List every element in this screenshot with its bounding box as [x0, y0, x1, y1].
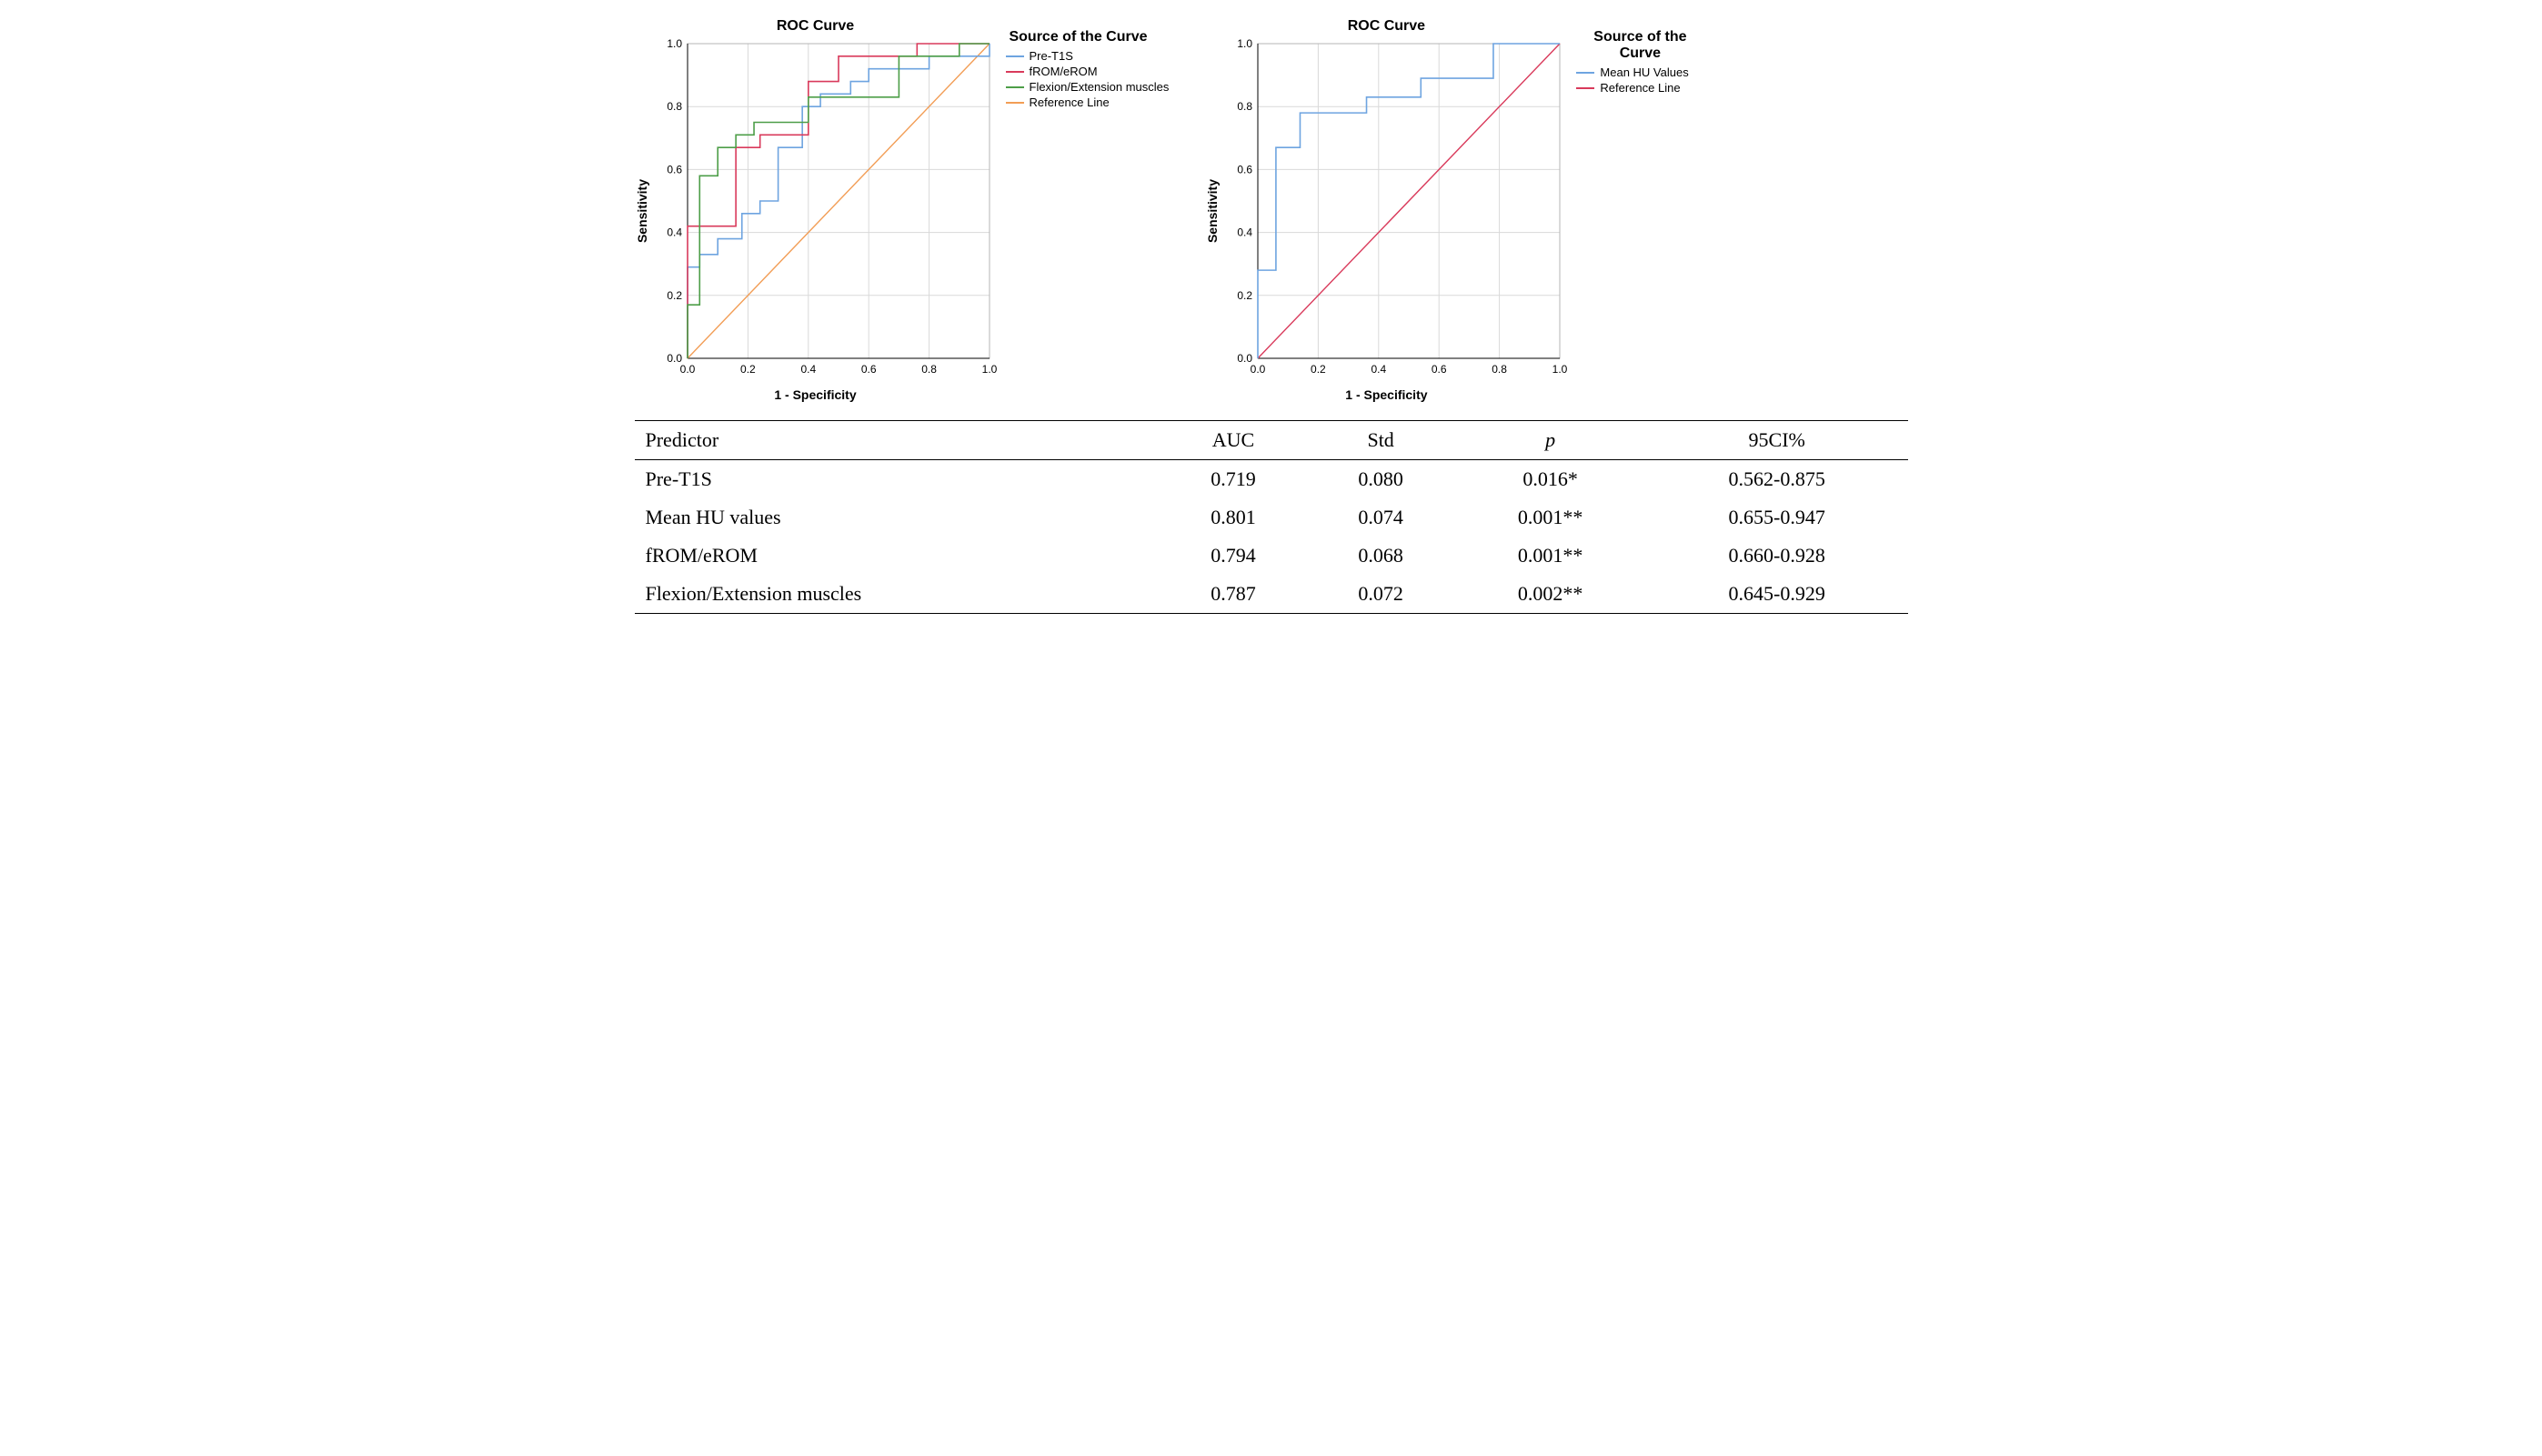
chart1-svg: 0.0 0.2 0.4 0.6 0.8 1.0 0.0 0.2 0.4 0.6 0.8 1.0 — [651, 38, 997, 384]
legend-swatch — [1006, 86, 1024, 88]
svg-text:1.0: 1.0 — [981, 363, 996, 376]
chart2-legend-title: Source of the Curve — [1576, 29, 1703, 62]
table-cell: 0.068 — [1307, 537, 1454, 575]
table-cell: 0.074 — [1307, 498, 1454, 537]
table-cell: Mean HU values — [635, 498, 1160, 537]
table-cell: 0.645-0.929 — [1646, 575, 1908, 614]
svg-text:1.0: 1.0 — [1552, 363, 1567, 376]
svg-text:1.0: 1.0 — [1238, 38, 1253, 50]
legend-swatch — [1006, 71, 1024, 73]
legend-item: Reference Line — [1006, 95, 1170, 109]
table-header-row: PredictorAUCStdp95CI% — [635, 421, 1908, 460]
svg-text:0.6: 0.6 — [1238, 163, 1253, 176]
chart1-ylabel: Sensitivity — [635, 179, 649, 243]
svg-text:0.0: 0.0 — [1238, 352, 1253, 365]
chart2-box: ROC Curve Sensitivity 0.0 0.2 0.4 0.6 0.8 1.0… — [1205, 18, 1567, 402]
chart2-xlabel: 1 - Specificity — [1345, 387, 1427, 402]
legend-label: fROM/eROM — [1030, 65, 1098, 78]
chart2-legend: Source of the Curve Mean HU Values Refere… — [1576, 29, 1703, 96]
svg-text:0.4: 0.4 — [1371, 363, 1387, 376]
legend-item: Mean HU Values — [1576, 65, 1703, 79]
svg-text:0.2: 0.2 — [1238, 289, 1253, 302]
svg-text:0.8: 0.8 — [921, 363, 937, 376]
table-wrap: PredictorAUCStdp95CI% Pre-T1S0.7190.0800… — [635, 420, 1908, 614]
svg-text:0.8: 0.8 — [1238, 100, 1253, 113]
legend-label: Reference Line — [1600, 81, 1680, 95]
table-cell: fROM/eROM — [635, 537, 1160, 575]
svg-text:0.6: 0.6 — [860, 363, 876, 376]
legend-swatch — [1006, 55, 1024, 57]
chart2-ylabel: Sensitivity — [1205, 179, 1220, 243]
svg-text:0.8: 0.8 — [667, 100, 682, 113]
legend-label: Mean HU Values — [1600, 65, 1688, 79]
svg-text:0.2: 0.2 — [667, 289, 682, 302]
table-row: fROM/eROM0.7940.0680.001**0.660-0.928 — [635, 537, 1908, 575]
legend-item: Reference Line — [1576, 81, 1703, 95]
table-cell: 0.016* — [1454, 460, 1646, 499]
table-col-header: p — [1454, 421, 1646, 460]
svg-text:0.2: 0.2 — [740, 363, 756, 376]
table-cell: 0.080 — [1307, 460, 1454, 499]
svg-text:0.4: 0.4 — [667, 226, 682, 239]
table-cell: Pre-T1S — [635, 460, 1160, 499]
chart-row: ROC Curve Sensitivity 0.0 0.2 0.4 0.6 0.8 1.0… — [635, 18, 1908, 402]
table-row: Flexion/Extension muscles0.7870.0720.002… — [635, 575, 1908, 614]
chart2-cell: ROC Curve Sensitivity 0.0 0.2 0.4 0.6 0.8 1.0… — [1205, 18, 1703, 402]
table-cell: 0.001** — [1454, 537, 1646, 575]
legend-item: fROM/eROM — [1006, 65, 1170, 78]
chart1-box: ROC Curve Sensitivity 0.0 0.2 0.4 0.6 0.8 1.0… — [635, 18, 997, 402]
table-body: Pre-T1S0.7190.0800.016*0.562-0.875Mean H… — [635, 460, 1908, 614]
legend-item: Flexion/Extension muscles — [1006, 80, 1170, 94]
legend-swatch — [1006, 102, 1024, 104]
svg-text:0.4: 0.4 — [1238, 226, 1253, 239]
table-cell: Flexion/Extension muscles — [635, 575, 1160, 614]
svg-text:0.4: 0.4 — [800, 363, 816, 376]
table-cell: 0.002** — [1454, 575, 1646, 614]
table-cell: 0.655-0.947 — [1646, 498, 1908, 537]
chart2-svg: 0.0 0.2 0.4 0.6 0.8 1.0 0.0 0.2 0.4 0.6 0.8 1.0 — [1221, 38, 1567, 384]
table-col-header: Predictor — [635, 421, 1160, 460]
table-cell: 0.801 — [1160, 498, 1307, 537]
chart1-xlabel: 1 - Specificity — [774, 387, 856, 402]
table-col-header: 95CI% — [1646, 421, 1908, 460]
table-col-header: AUC — [1160, 421, 1307, 460]
table-cell: 0.001** — [1454, 498, 1646, 537]
chart2-plot-wrap: Sensitivity 0.00.20.40.60.81.00.00.20.40… — [1205, 38, 1567, 384]
table-row: Pre-T1S0.7190.0800.016*0.562-0.875 — [635, 460, 1908, 499]
svg-text:0.6: 0.6 — [667, 163, 682, 176]
svg-text:0.6: 0.6 — [1432, 363, 1447, 376]
svg-text:0.0: 0.0 — [1251, 363, 1266, 376]
svg-text:0.2: 0.2 — [1311, 363, 1326, 376]
chart1-title: ROC Curve — [777, 18, 854, 35]
table-col-header: Std — [1307, 421, 1454, 460]
table-cell: 0.072 — [1307, 575, 1454, 614]
table-cell: 0.562-0.875 — [1646, 460, 1908, 499]
chart1-legend: Source of the Curve Pre-T1S fROM/eROM Flex… — [1006, 29, 1170, 111]
table-cell: 0.719 — [1160, 460, 1307, 499]
legend-swatch — [1576, 87, 1594, 89]
table-cell: 0.794 — [1160, 537, 1307, 575]
svg-text:0.8: 0.8 — [1492, 363, 1508, 376]
table-cell: 0.660-0.928 — [1646, 537, 1908, 575]
svg-text:0.0: 0.0 — [679, 363, 695, 376]
svg-text:0.0: 0.0 — [667, 352, 682, 365]
table-cell: 0.787 — [1160, 575, 1307, 614]
svg-text:1.0: 1.0 — [667, 38, 682, 50]
legend-swatch — [1576, 72, 1594, 74]
chart1-cell: ROC Curve Sensitivity 0.0 0.2 0.4 0.6 0.8 1.0… — [635, 18, 1170, 402]
auc-table: PredictorAUCStdp95CI% Pre-T1S0.7190.0800… — [635, 420, 1908, 614]
figure-root: ROC Curve Sensitivity 0.0 0.2 0.4 0.6 0.8 1.0… — [635, 18, 1908, 614]
chart1-plot-wrap: Sensitivity 0.00.20.40.60.81.00.00.20.40… — [635, 38, 997, 384]
chart1-legend-title: Source of the Curve — [1006, 29, 1151, 45]
legend-label: Pre-T1S — [1030, 49, 1073, 63]
legend-label: Reference Line — [1030, 95, 1110, 109]
chart2-title: ROC Curve — [1348, 18, 1425, 35]
legend-item: Pre-T1S — [1006, 49, 1170, 63]
table-row: Mean HU values0.8010.0740.001**0.655-0.9… — [635, 498, 1908, 537]
legend-label: Flexion/Extension muscles — [1030, 80, 1170, 94]
